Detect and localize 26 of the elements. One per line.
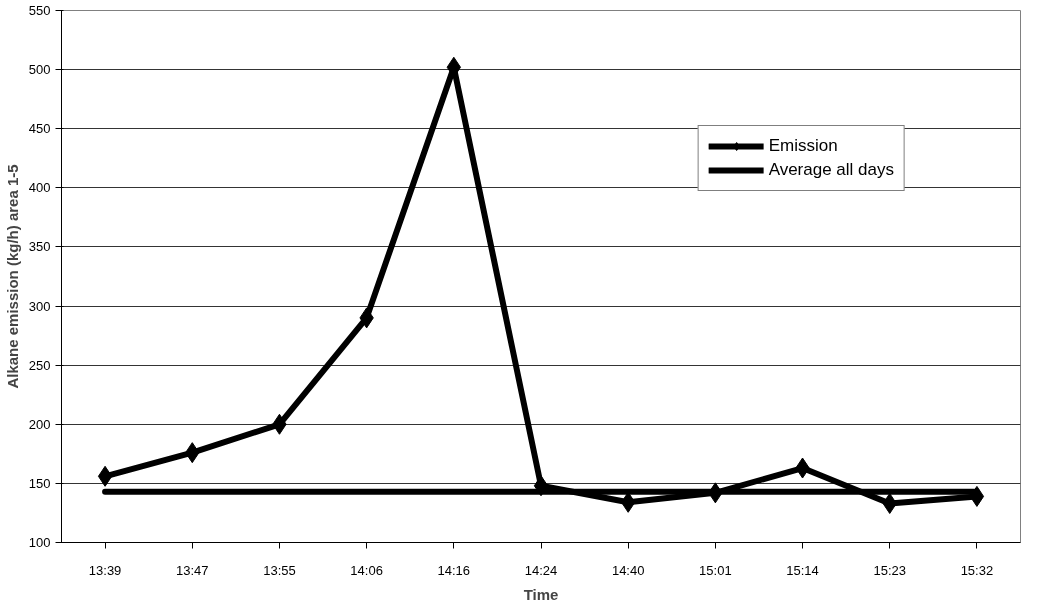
y-tick-label: 250 <box>28 357 51 373</box>
x-tick-label: 13:55 <box>263 562 296 578</box>
y-tick-label: 150 <box>28 475 51 491</box>
x-tick-label: 13:47 <box>176 562 209 578</box>
x-tick-label: 15:01 <box>699 562 732 578</box>
x-tick-label: 14:16 <box>437 562 471 578</box>
y-tick-label: 100 <box>28 535 51 550</box>
y-tick-label: 450 <box>28 121 51 137</box>
x-axis-title: Time <box>523 585 559 603</box>
y-tick-label: 500 <box>28 62 51 78</box>
y-tick-label: 200 <box>28 416 51 432</box>
x-tick-label: 14:40 <box>611 562 645 578</box>
x-tick-label: 14:24 <box>524 562 558 578</box>
x-tick-label: 13:39 <box>88 562 122 578</box>
x-tick-label: 15:14 <box>786 562 819 578</box>
y-tick-label: 300 <box>28 298 51 314</box>
legend-label: Emission <box>768 136 838 156</box>
point <box>97 465 113 487</box>
y-tick-label: 400 <box>28 180 51 196</box>
y-tick-label: 350 <box>28 239 51 255</box>
x-tick-label: 14:06 <box>350 562 383 578</box>
y-axis-title: Alkane emission (kg/h) area 1-5 <box>3 164 21 389</box>
y-tick-label: 550 <box>28 3 51 18</box>
x-tick-label: 15:23 <box>873 562 907 578</box>
x-tick-label: 15:32 <box>960 562 994 578</box>
legend-label: Average all days <box>768 160 894 180</box>
